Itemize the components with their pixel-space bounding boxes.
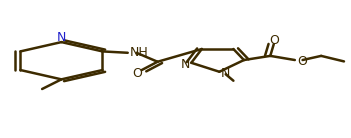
Text: N: N <box>180 58 190 71</box>
Text: NH: NH <box>130 46 148 59</box>
Text: N: N <box>57 31 66 44</box>
Text: O: O <box>133 67 143 80</box>
Text: N: N <box>221 67 230 80</box>
Text: O: O <box>269 34 279 47</box>
Text: O: O <box>298 55 307 68</box>
